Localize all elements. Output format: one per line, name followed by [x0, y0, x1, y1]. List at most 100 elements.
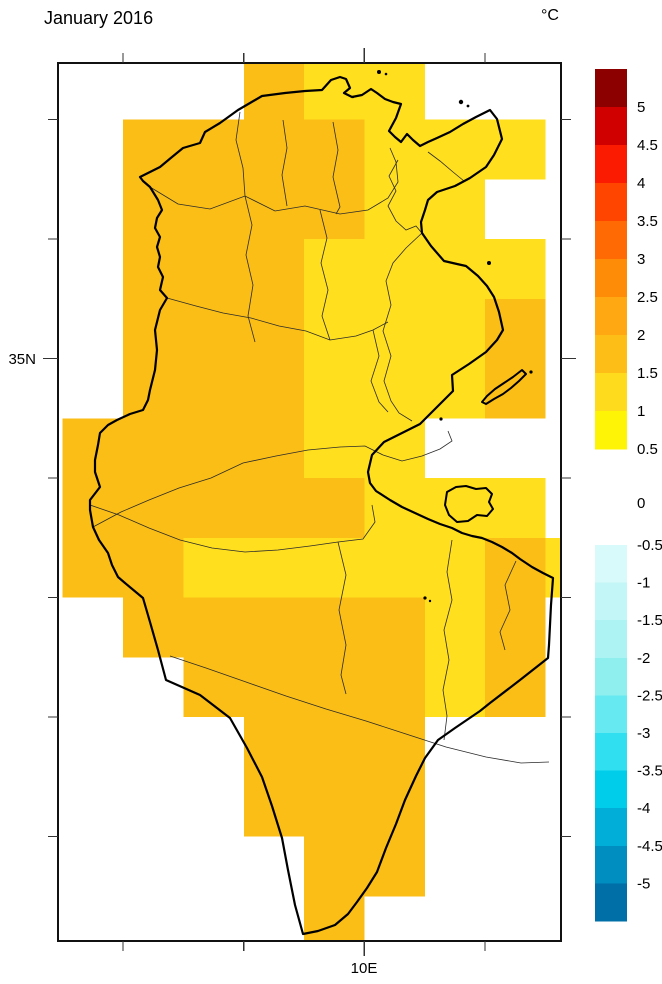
- colorbar-level-label: 5: [637, 99, 645, 116]
- grid-cell: [485, 239, 546, 299]
- colorbar-swatch: [595, 107, 627, 146]
- grid-cell: [304, 657, 365, 717]
- islet-dot: [351, 95, 355, 99]
- lon-tick-label: 10E: [351, 960, 378, 977]
- colorbar-swatch: [595, 183, 627, 222]
- grid-cell: [183, 298, 244, 359]
- grid-cell: [364, 358, 425, 419]
- grid-cell: [183, 358, 244, 419]
- governorate-boundary: [319, 209, 331, 341]
- islet-dot: [439, 417, 443, 421]
- governorate-boundary: [427, 151, 465, 182]
- governorate-boundary: [370, 329, 389, 413]
- grid-cell: [304, 537, 365, 598]
- grid-cell: [424, 597, 486, 658]
- grid-cell: [243, 239, 305, 299]
- grid-cell: [485, 597, 546, 658]
- islet-dot: [458, 99, 464, 105]
- admin-boundaries-layer: [89, 111, 550, 764]
- grid-cell: [364, 597, 425, 658]
- colorbar-level-label: -3.5: [637, 763, 662, 780]
- colorbar-swatch: [595, 545, 627, 584]
- grid-cell: [123, 597, 184, 658]
- grid-cell: [243, 478, 305, 538]
- colorbar-level-label: 0.5: [637, 441, 658, 458]
- grid-cell: [485, 478, 546, 538]
- grid-cells-layer: [62, 63, 561, 941]
- grid-cell: [183, 418, 244, 478]
- governorate-boundary: [442, 539, 453, 741]
- grid-cell: [364, 239, 425, 299]
- colorbar-swatch: [595, 297, 627, 336]
- colorbar-swatch: [595, 221, 627, 260]
- islet-dot: [384, 72, 388, 76]
- governorate-boundary: [235, 111, 246, 197]
- colorbar-level-label: -4.5: [637, 838, 662, 855]
- grid-cell: [123, 298, 184, 359]
- colorbar-level-label: 1.5: [637, 365, 658, 382]
- islet-dot: [466, 104, 470, 108]
- colorbar-level-label: -1: [637, 575, 650, 592]
- grid-cell: [364, 717, 425, 777]
- kerkennah-islands: [481, 369, 527, 405]
- grid-cell: [304, 418, 365, 478]
- colorbar-swatch: [595, 259, 627, 298]
- grid-cell: [304, 239, 365, 299]
- colorbar-level-label: 4.5: [637, 137, 658, 154]
- colorbar-swatch: [595, 69, 627, 108]
- country-outline: [88, 75, 555, 936]
- grid-cell: [364, 537, 425, 598]
- coastline-layer: [88, 70, 555, 936]
- colorbar-level-label: -1.5: [637, 612, 662, 629]
- governorate-boundary: [244, 195, 256, 343]
- grid-cell: [545, 537, 561, 598]
- islet-dot: [423, 596, 427, 600]
- grid-cell: [304, 478, 365, 538]
- map-frame: [57, 62, 562, 942]
- axis-ticks-layer: [43, 48, 576, 956]
- islet-dot: [377, 70, 381, 74]
- colorbar-level-label: -3: [637, 725, 650, 742]
- grid-cell: [183, 537, 244, 598]
- grid-cell: [424, 537, 486, 598]
- grid-cell: [243, 776, 305, 837]
- grid-cell: [123, 478, 184, 538]
- grid-cell: [183, 179, 244, 239]
- governorate-boundary: [169, 655, 550, 764]
- grid-cell: [304, 179, 365, 239]
- governorate-boundary: [337, 541, 347, 695]
- grid-cell: [304, 776, 365, 837]
- islet-dot: [428, 599, 432, 603]
- grid-cell: [304, 597, 365, 658]
- colorbar-swatch: [595, 411, 627, 450]
- grid-cell: [123, 239, 184, 299]
- colorbar-swatch: [595, 695, 627, 734]
- map-frame-layer: [57, 62, 562, 942]
- colorbar-swatch: [595, 883, 627, 922]
- grid-cell: [183, 597, 244, 658]
- grid-cell: [485, 298, 546, 359]
- governorate-boundary: [382, 430, 453, 462]
- grid-cell: [243, 358, 305, 419]
- governorate-boundary: [92, 445, 384, 528]
- grid-cell: [485, 119, 546, 180]
- governorate-boundary: [387, 159, 422, 233]
- units-label: °C: [541, 7, 559, 24]
- grid-cell: [243, 657, 305, 717]
- governorate-boundary: [149, 147, 399, 215]
- colorbar-swatch: [595, 733, 627, 772]
- governorate-boundary: [382, 232, 423, 422]
- colorbar-level-label: 0: [637, 495, 645, 512]
- islet-dot: [487, 261, 491, 265]
- grid-cell: [364, 119, 425, 180]
- colorbar: 5 4.5 4 3.5 3 2.5 2 1.5 1 0.5 0 -0.5 -1 -1.5 -2 -2.5 -3 -…: [595, 69, 662, 922]
- colorbar-swatch: [595, 808, 627, 847]
- grid-cell: [364, 179, 425, 239]
- colorbar-level-label: -0.5: [637, 537, 662, 554]
- grid-cell: [123, 179, 184, 239]
- djerba-island: [444, 485, 494, 523]
- grid-cell: [123, 358, 184, 419]
- islet-dot: [529, 370, 533, 374]
- colorbar-level-label: -5: [637, 875, 650, 892]
